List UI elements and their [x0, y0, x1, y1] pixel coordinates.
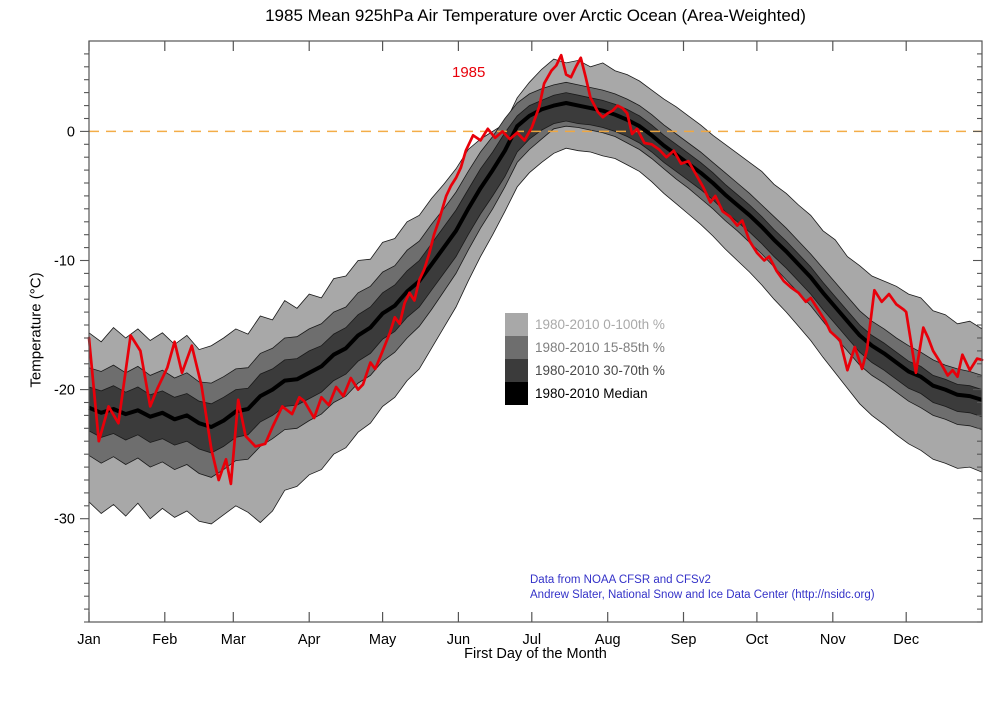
series-1985-line	[87, 53, 984, 486]
x-tick-label-Sep: Sep	[671, 632, 697, 648]
legend-swatch-0-100th	[505, 313, 528, 336]
legend-label-30-70th: 1980-2010 30-70th %	[535, 363, 665, 378]
x-tick-label-Jun: Jun	[447, 632, 470, 648]
x-tick-label-Oct: Oct	[746, 632, 769, 648]
y-axis-ticks: -30 -20 -10 0	[54, 53, 982, 623]
y-tick-label--10: -10	[54, 253, 75, 269]
chart-title: 1985 Mean 925hPa Air Temperature over Ar…	[265, 6, 806, 25]
x-tick-label-Nov: Nov	[820, 632, 847, 648]
x-axis-label: First Day of the Month	[464, 646, 607, 662]
credit-line-1: Data from NOAA CFSR and CFSv2	[530, 574, 711, 586]
credit-line-2: Andrew Slater, National Snow and Ice Dat…	[530, 589, 875, 601]
x-tick-label-Mar: Mar	[221, 632, 246, 648]
legend-swatch-median	[505, 382, 528, 405]
percentile-bands	[88, 58, 983, 525]
legend-item-15-85th: 1980-2010 15-85th %	[505, 336, 665, 359]
y-tick-label-0: 0	[67, 124, 75, 140]
y-tick-label--30: -30	[54, 512, 75, 528]
y-axis-label: Temperature (°C)	[27, 272, 45, 388]
legend-label-0-100th: 1980-2010 0-100th %	[535, 317, 665, 332]
legend-item-median: 1980-2010 Median	[505, 382, 665, 405]
legend-swatch-30-70th	[505, 359, 528, 382]
legend-label-median: 1980-2010 Median	[535, 386, 648, 401]
series-1985-annotation: 1985	[452, 64, 486, 81]
x-tick-label-Feb: Feb	[152, 632, 177, 648]
x-tick-label-Dec: Dec	[893, 632, 919, 648]
x-tick-label-May: May	[369, 632, 397, 648]
data-credit: Data from NOAA CFSR and CFSv2 Andrew Sla…	[530, 573, 875, 603]
x-tick-label-Apr: Apr	[298, 632, 321, 648]
x-tick-label-Jul: Jul	[523, 632, 542, 648]
legend-item-0-100th: 1980-2010 0-100th %	[505, 313, 665, 336]
legend-label-15-85th: 1980-2010 15-85th %	[535, 340, 665, 355]
y-tick-label--20: -20	[54, 383, 75, 399]
legend-swatch-15-85th	[505, 336, 528, 359]
plot-frame	[88, 40, 983, 623]
x-tick-label-Aug: Aug	[595, 632, 621, 648]
x-axis-ticks: Jan Feb Mar Apr May Jun Jul Aug Sep Oct Nov Dec	[77, 41, 919, 648]
x-tick-label-Jan: Jan	[77, 632, 100, 648]
legend: 1980-2010 0-100th % 1980-2010 15-85th % …	[505, 313, 665, 405]
legend-item-30-70th: 1980-2010 30-70th %	[505, 359, 665, 382]
